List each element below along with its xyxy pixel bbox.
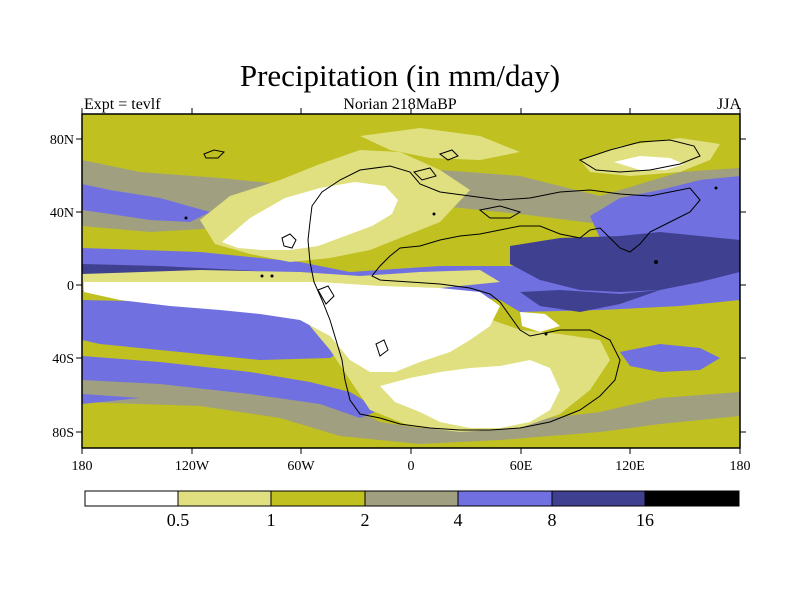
north-east-landmass — [578, 139, 701, 173]
colorbar: 0.5 1 2 4 8 16 — [84, 490, 740, 530]
island-dot — [654, 260, 658, 264]
y-tick-label: 40S — [52, 352, 74, 367]
coastlines — [203, 139, 701, 431]
dark-blue-pacific-north — [510, 232, 740, 292]
dark-blue-pacific-south — [520, 290, 660, 312]
x-tick-label: 0 — [408, 459, 415, 474]
east-archipelago — [478, 205, 522, 219]
map-field — [82, 114, 740, 448]
island-dot — [714, 186, 718, 190]
north-island-1 — [203, 149, 226, 159]
y-axis-labels: 80N 40N 0 40S 80S — [50, 133, 74, 441]
colorbar-label: 8 — [548, 510, 557, 530]
island-dot — [432, 212, 436, 216]
white-arid-south — [84, 282, 500, 372]
island-dots — [184, 186, 718, 336]
colorbar-label: 16 — [636, 510, 654, 530]
colorbar-swatch — [270, 490, 366, 507]
y-axis-ticks — [76, 138, 746, 433]
island-dot — [544, 332, 548, 336]
white-arid-small-south — [520, 312, 560, 332]
season-label: JJA — [716, 96, 741, 113]
x-axis-ticks — [81, 108, 741, 454]
white-arid-southern-interior — [380, 360, 560, 428]
south-lake — [375, 339, 389, 357]
island-dot — [184, 216, 188, 220]
x-tick-label: 120W — [175, 459, 210, 474]
colorbar-label: 4 — [454, 510, 463, 530]
x-tick-label: 180 — [730, 459, 751, 474]
blue-band-east — [590, 176, 740, 250]
colorbar-swatch — [364, 490, 459, 507]
x-tick-label: 60E — [510, 459, 533, 474]
island-dot — [270, 274, 274, 278]
experiment-label: Expt = tevlf — [84, 96, 161, 113]
x-axis-labels: 180 120W 60W 0 60E 120E 180 — [72, 459, 751, 474]
colorbar-swatch — [457, 490, 553, 507]
colorbar-swatch — [177, 490, 272, 507]
colorbar-label: 2 — [361, 510, 370, 530]
arctic-island — [413, 167, 437, 181]
colorbar-label: 1 — [267, 510, 276, 530]
map-title: Precipitation (in mm/day) — [239, 58, 561, 93]
colorbar-label: 0.5 — [167, 510, 190, 530]
colorbar-swatch — [551, 490, 646, 507]
blue-blob-south-east — [620, 344, 720, 372]
blue-band-north — [82, 184, 210, 222]
pale-yellow-arctic — [360, 128, 520, 160]
west-coast-island — [317, 285, 335, 305]
west-inlet — [281, 233, 297, 249]
period-label: Norian 218MaBP — [343, 96, 457, 113]
colorbar-swatch — [644, 490, 740, 507]
blue-band-south-west — [82, 356, 380, 418]
island-dot — [260, 274, 264, 278]
y-tick-label: 80N — [50, 133, 74, 148]
white-arid-north — [222, 182, 398, 250]
x-tick-label: 120E — [615, 459, 645, 474]
blue-band-far-south — [82, 394, 140, 404]
pangea-outline — [307, 165, 701, 431]
colorbar-swatch — [84, 490, 179, 507]
x-tick-label: 180 — [72, 459, 93, 474]
north-island-2 — [438, 149, 459, 161]
x-tick-label: 60W — [287, 459, 315, 474]
y-tick-label: 0 — [67, 279, 74, 294]
y-tick-label: 40N — [50, 206, 74, 221]
y-tick-label: 80S — [52, 426, 74, 441]
